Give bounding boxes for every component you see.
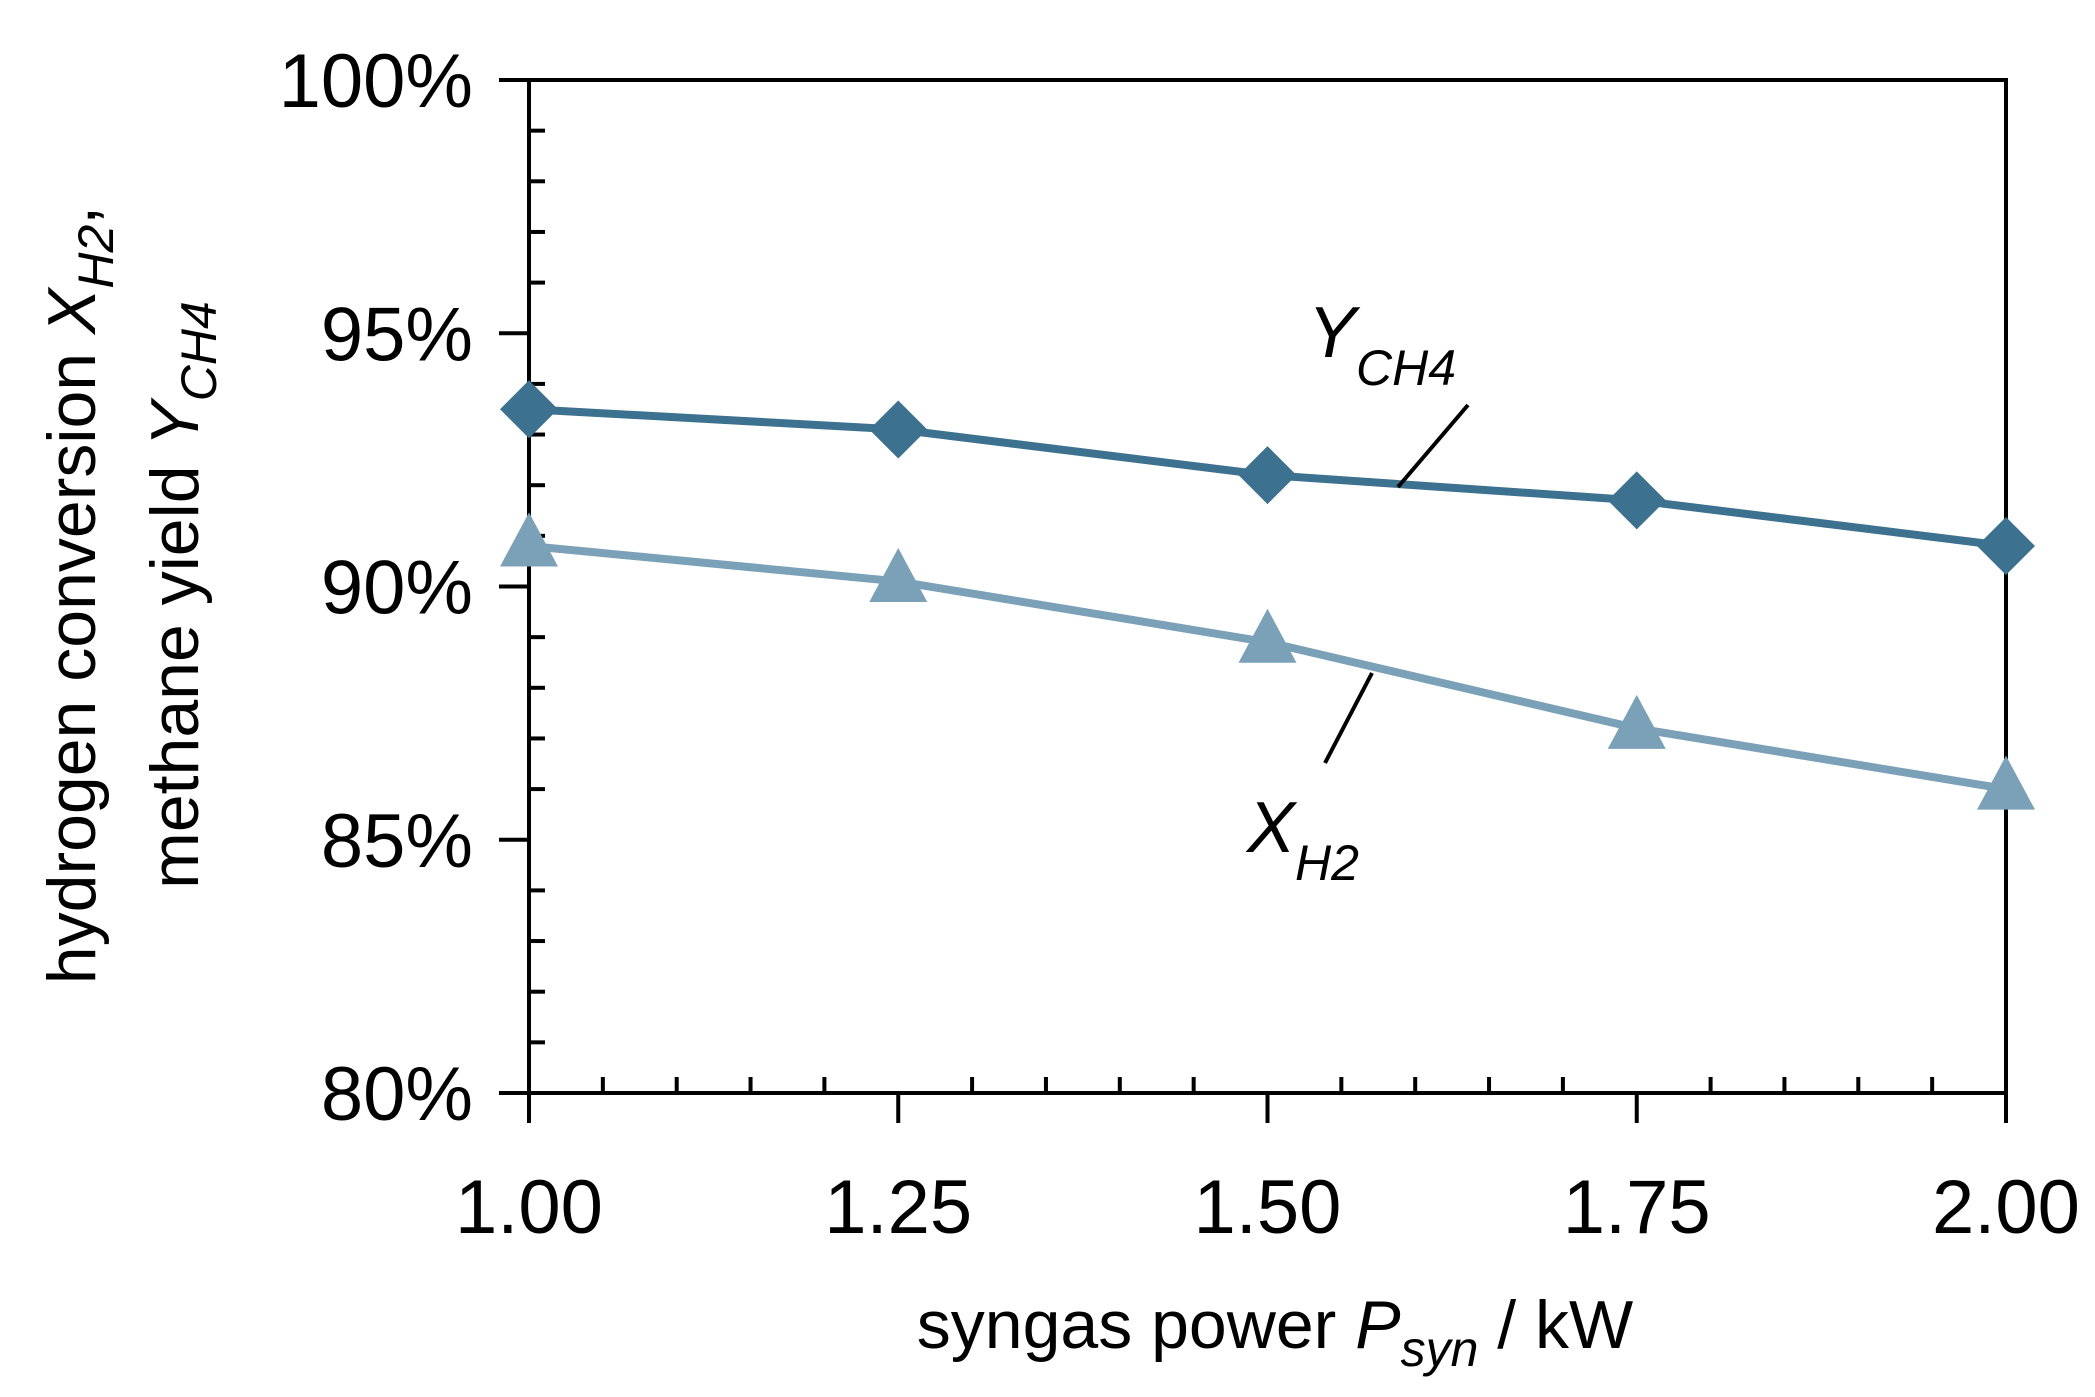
y-tick-label: 85% [321,799,473,884]
diamond-marker [869,400,928,459]
x-tick-label: 1.75 [1563,1165,1711,1250]
series-line-1 [528,542,2007,794]
major-ticks [499,78,2008,1123]
y-axis-title-2: methane yield YCH4 [137,301,227,889]
y-tick-label: 80% [321,1052,473,1137]
triangle-marker [869,547,928,602]
y-ch4-series-label: YCH4 [1308,293,1456,396]
x-h2-label-sub: H2 [1295,835,1359,891]
triangle-marker [1238,608,1297,663]
series-layer [500,380,2035,810]
diamond-marker [500,380,558,439]
x-tick-label: 1.25 [824,1165,972,1250]
y-ch4-label-sub: CH4 [1356,340,1456,396]
triangle-marker [500,512,558,567]
triangle-marker [1607,694,1666,749]
diamond-marker [1238,446,1297,505]
x-axis-title-suffix: / kW [1478,1287,1633,1363]
x-h2-label-main: X [1245,788,1298,868]
y-axis-title-line2: methane yield YCH4 [137,301,227,889]
y-axis-title: hydrogen conversion XH2, [34,206,124,984]
triangle-marker [1977,755,2035,810]
diamond-marker [1977,516,2035,575]
x-tick-label: 1.50 [1194,1165,1342,1250]
x-tick-labels: 1.00 1.25 1.50 1.75 2.00 [455,1165,2080,1250]
x-axis-title-sub: syn [1401,1321,1479,1377]
diamond-marker [1607,471,1666,530]
plot-area [527,78,2008,1095]
minor-ticks [529,128,1935,1093]
x-axis-title-prefix: syngas power [917,1287,1355,1363]
x-tick-label: 2.00 [1932,1165,2080,1250]
y-ch4-leader-line [1396,403,1470,489]
x-h2-series-label: XH2 [1245,788,1359,891]
x-axis-title: syngas power Psyn / kW [917,1287,1633,1377]
y-tick-labels: 80% 85% 90% 95% 100% [279,39,473,1137]
x-tick-label: 1.00 [455,1165,603,1250]
y-tick-label: 95% [321,292,473,377]
x-axis-title-var: P [1355,1287,1400,1363]
y-tick-label: 90% [321,546,473,631]
y-tick-label: 100% [279,39,473,124]
y-ch4-label-main: Y [1308,293,1361,373]
x-h2-leader-line [1323,672,1374,764]
y-axis-title-line1: hydrogen conversion XH2, [34,206,124,984]
